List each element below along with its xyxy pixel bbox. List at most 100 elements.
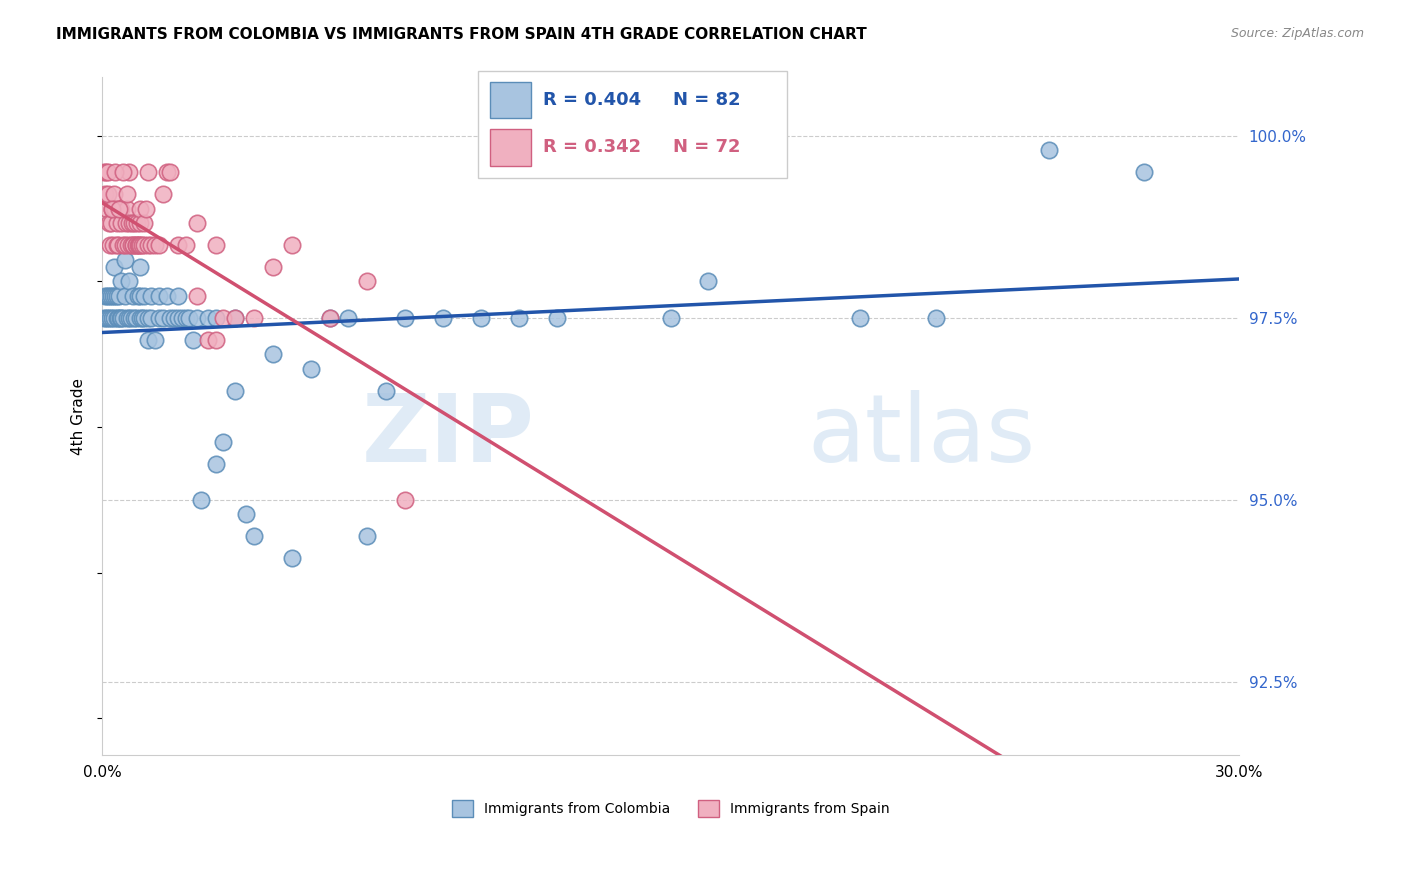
- Point: [115, 310, 138, 325]
- Text: ZIP: ZIP: [361, 391, 534, 483]
- Point: [143, 333, 166, 347]
- Point: [121, 216, 143, 230]
- Point: [104, 289, 127, 303]
- Point: [432, 310, 454, 325]
- Point: [110, 216, 132, 230]
- Point: [546, 310, 568, 325]
- Point: [181, 333, 204, 347]
- Point: [93, 310, 115, 325]
- FancyBboxPatch shape: [491, 129, 530, 166]
- Y-axis label: 4th Grade: 4th Grade: [72, 377, 86, 455]
- Point: [110, 310, 132, 325]
- Point: [108, 202, 131, 216]
- Point: [117, 238, 139, 252]
- Point: [1038, 143, 1060, 157]
- Point: [143, 238, 166, 252]
- Point: [132, 310, 155, 325]
- Text: R = 0.342: R = 0.342: [543, 138, 641, 156]
- Point: [128, 238, 150, 252]
- Point: [179, 310, 201, 325]
- Point: [697, 274, 720, 288]
- Point: [105, 289, 128, 303]
- Point: [375, 384, 398, 398]
- Point: [115, 186, 138, 201]
- Point: [110, 202, 132, 216]
- Point: [212, 434, 235, 449]
- Point: [141, 310, 163, 325]
- Point: [103, 186, 125, 201]
- Point: [280, 238, 302, 252]
- Point: [103, 202, 125, 216]
- Point: [112, 165, 135, 179]
- Point: [212, 310, 235, 325]
- Point: [114, 238, 136, 252]
- Point: [318, 310, 340, 325]
- Point: [205, 333, 228, 347]
- Point: [107, 310, 129, 325]
- Point: [135, 202, 157, 216]
- Point: [121, 289, 143, 303]
- Point: [299, 361, 322, 376]
- Point: [148, 310, 170, 325]
- Point: [97, 186, 120, 201]
- Point: [103, 260, 125, 274]
- Point: [197, 310, 219, 325]
- Point: [118, 310, 141, 325]
- Point: [205, 457, 228, 471]
- Point: [159, 310, 181, 325]
- Point: [167, 310, 190, 325]
- Point: [97, 310, 120, 325]
- Point: [318, 310, 340, 325]
- Point: [132, 238, 155, 252]
- Point: [337, 310, 360, 325]
- Point: [174, 238, 197, 252]
- Point: [152, 186, 174, 201]
- Point: [120, 310, 142, 325]
- Point: [131, 238, 153, 252]
- Point: [96, 202, 118, 216]
- Point: [129, 216, 152, 230]
- Point: [262, 347, 284, 361]
- Point: [224, 384, 246, 398]
- Point: [167, 289, 190, 303]
- Point: [1133, 165, 1156, 179]
- Point: [280, 551, 302, 566]
- Point: [190, 492, 212, 507]
- Point: [125, 238, 148, 252]
- Point: [96, 289, 118, 303]
- Point: [124, 310, 146, 325]
- Point: [136, 165, 159, 179]
- Point: [132, 216, 155, 230]
- Point: [159, 165, 181, 179]
- Point: [103, 310, 125, 325]
- Point: [101, 289, 124, 303]
- Point: [108, 202, 131, 216]
- Point: [156, 289, 179, 303]
- Point: [148, 289, 170, 303]
- Point: [129, 310, 152, 325]
- Text: Source: ZipAtlas.com: Source: ZipAtlas.com: [1230, 27, 1364, 40]
- Point: [224, 310, 246, 325]
- Point: [118, 216, 141, 230]
- Point: [394, 310, 416, 325]
- Point: [98, 289, 121, 303]
- Point: [235, 508, 257, 522]
- Point: [108, 289, 131, 303]
- Point: [93, 165, 115, 179]
- Point: [114, 216, 136, 230]
- Point: [124, 216, 146, 230]
- Point: [242, 529, 264, 543]
- Point: [100, 202, 122, 216]
- Point: [105, 238, 128, 252]
- Point: [167, 238, 190, 252]
- Point: [132, 289, 155, 303]
- Point: [122, 238, 145, 252]
- Text: N = 82: N = 82: [673, 91, 741, 109]
- Point: [98, 310, 121, 325]
- Point: [186, 310, 208, 325]
- Point: [125, 310, 148, 325]
- Point: [100, 310, 122, 325]
- Point: [136, 238, 159, 252]
- Point: [114, 252, 136, 267]
- Point: [104, 165, 127, 179]
